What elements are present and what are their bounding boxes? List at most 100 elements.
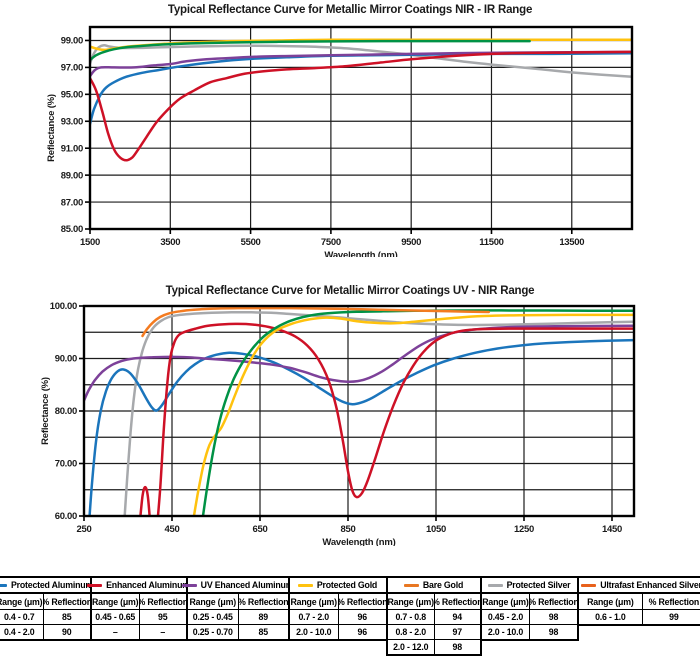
x-tick-label: 1050	[426, 524, 446, 535]
y-tick-label: 93.00	[61, 116, 83, 127]
x-tick-label: 7500	[321, 237, 341, 248]
range-value-cell: 0.25 - 0.70	[187, 624, 238, 639]
legend-coating-label: Ultrafast Enhanced Silver	[600, 580, 700, 590]
legend-coating-name: Enhanced Aluminum	[87, 578, 190, 594]
legend-coating-name: UV Ehanced Aluminum	[181, 578, 294, 594]
legend-color-swatch	[403, 583, 419, 587]
x-tick-label: 850	[341, 524, 356, 535]
x-tick-label: 11500	[479, 237, 503, 248]
reflection-value-cell: 89	[237, 609, 288, 624]
reflection-header-cell: % Reflection	[337, 594, 386, 609]
uv-nir-chart-section: Typical Reflectance Curve for Metallic M…	[0, 284, 700, 546]
reflection-header-cell: % Reflection	[433, 594, 480, 609]
x-tick-label: 3500	[160, 237, 180, 248]
legend-group-uv-ehanced-aluminum: UV Ehanced Aluminum Range (μm)% Reflectio…	[181, 576, 294, 641]
legend-color-swatch	[487, 583, 503, 587]
y-tick-label: 99.00	[61, 36, 83, 47]
x-tick-label: 1500	[80, 237, 100, 248]
range-header-cell: Range (μm)	[482, 596, 529, 607]
reflection-header-cell: % Reflection	[237, 594, 288, 609]
legend-group-protected-silver: Protected Silver Range (μm)% Reflection 0.…	[479, 576, 579, 641]
y-tick-label: 85.00	[61, 224, 83, 235]
reflection-value-cell: 97	[433, 624, 480, 639]
x-tick-label: 1250	[514, 524, 534, 535]
nir-ir-chart-plot: 1500 3500 5500 7500 9500 11500 13500 85.00 87.00…	[46, 25, 634, 257]
legend-data-row: – –	[91, 624, 186, 639]
series-protected-silver	[90, 43, 632, 79]
legend-data-row: 0.6 - 1.0 99	[578, 609, 700, 624]
x-tick-label: 650	[253, 524, 268, 535]
reflection-value-cell: 98	[529, 609, 577, 624]
range-value-cell: 2.0 - 12.0	[387, 639, 434, 654]
x-tick-label: 1450	[602, 524, 622, 535]
reflection-value-cell: 98	[433, 639, 480, 654]
legend-coating-label: UV Ehanced Aluminum	[200, 580, 294, 590]
legend-data-row: 2.0 - 10.0 98	[481, 624, 577, 639]
range-header-cell: Range (μm)	[189, 596, 237, 607]
legend-data-row: 0.45 - 2.0 98	[481, 609, 577, 624]
legend-group-enhanced-aluminum: Enhanced Aluminum Range (μm)% Reflection 0…	[87, 576, 190, 641]
legend-data-row: 0.25 - 0.70 85	[187, 624, 288, 639]
legend-group-protected-gold: Protected Gold Range (μm)% Reflection 0.7 …	[287, 576, 388, 641]
legend-subheader-row: Range (μm)% Reflection	[0, 594, 90, 609]
reflection-value-cell: 96	[337, 609, 386, 624]
range-value-cell: 0.6 - 1.0	[578, 609, 643, 624]
reflection-value-cell: –	[138, 624, 186, 639]
legend-coating-name: Bare Gold	[387, 578, 480, 594]
range-header-cell: Range (μm)	[290, 596, 338, 607]
legend-data-row: 0.7 - 2.0 96	[289, 609, 386, 624]
legend-group-ultrafast-enhanced-silver: Ultrafast Enhanced Silver Range (μm) % Ref…	[576, 576, 700, 626]
legend-data-row: 2.0 - 10.0 96	[289, 624, 386, 639]
x-axis-label: Wavelength (nm)	[324, 250, 397, 257]
range-value-cell: 0.7 - 0.8	[387, 609, 434, 624]
legend-coating-name: Protected Silver	[481, 578, 577, 594]
y-axis-label: Reflectance (%)	[46, 94, 57, 162]
legend-coating-name: Protected Gold	[289, 578, 386, 594]
y-tick-label: 80.00	[55, 406, 77, 417]
y-tick-label: 90.00	[55, 354, 77, 365]
reflection-value-cell: 99	[642, 609, 700, 624]
reflection-header-cell: % Reflection	[42, 594, 90, 609]
y-tick-label: 95.00	[61, 90, 83, 101]
legend-color-swatch	[87, 583, 103, 587]
legend-group-protected-aluminum: Protected Aluminum Range (μm)% Reflection…	[0, 576, 94, 641]
series-ultrafast-enhanced-silver	[141, 306, 491, 338]
series-uv-ehanced-aluminum	[90, 50, 632, 78]
range-value-cell: 0.45 - 0.65	[91, 609, 139, 624]
series-enhanced-aluminum	[156, 322, 634, 516]
legend-coating-label: Bare Gold	[422, 580, 464, 590]
legend-coating-label: Protected Gold	[316, 580, 378, 590]
reflection-header-cell: % Reflection	[529, 594, 577, 609]
reflection-header-cell: % Reflection	[642, 594, 700, 609]
legend-coating-label: Enhanced Aluminum	[106, 580, 190, 590]
plot-border	[82, 304, 636, 518]
reflection-header-cell: % Reflection	[138, 594, 186, 609]
series-enhanced-aluminum	[90, 50, 632, 162]
legend-coating-name: Ultrafast Enhanced Silver	[578, 578, 700, 594]
range-value-cell: 2.0 - 10.0	[481, 624, 530, 639]
legend-color-swatch	[0, 583, 7, 587]
range-header-cell: Range (μm)	[0, 596, 43, 607]
legend-subheader-row: Range (μm)% Reflection	[482, 594, 577, 609]
series-protected-silver	[123, 310, 634, 516]
range-value-cell: 0.25 - 0.45	[187, 609, 238, 624]
legend-data-row: 0.7 - 0.8 94	[387, 609, 480, 624]
range-value-cell: 0.45 - 2.0	[481, 609, 530, 624]
range-value-cell: 0.4 - 0.7	[0, 609, 43, 624]
legend-data-row: 0.4 - 0.7 85	[0, 609, 90, 624]
y-tick-label: 97.00	[61, 63, 83, 74]
x-tick-label: 9500	[401, 237, 421, 248]
uv-nir-chart-title: Typical Reflectance Curve for Metallic M…	[165, 285, 535, 297]
y-tick-label: 100.00	[50, 301, 77, 312]
legend-color-swatch	[581, 583, 597, 587]
series-protected-gold	[192, 313, 634, 516]
y-tick-label: 60.00	[55, 511, 77, 522]
legend-coating-label: Protected Aluminum	[10, 580, 94, 590]
range-value-cell: 2.0 - 10.0	[289, 624, 338, 639]
x-tick-label: 13500	[559, 237, 584, 248]
legend-subheader-row: Range (μm)% Reflection	[92, 594, 186, 609]
legend-data-row: 0.45 - 0.65 95	[91, 609, 186, 624]
reflection-value-cell: 85	[237, 624, 288, 639]
range-header-cell: Range (μm)	[92, 596, 139, 607]
